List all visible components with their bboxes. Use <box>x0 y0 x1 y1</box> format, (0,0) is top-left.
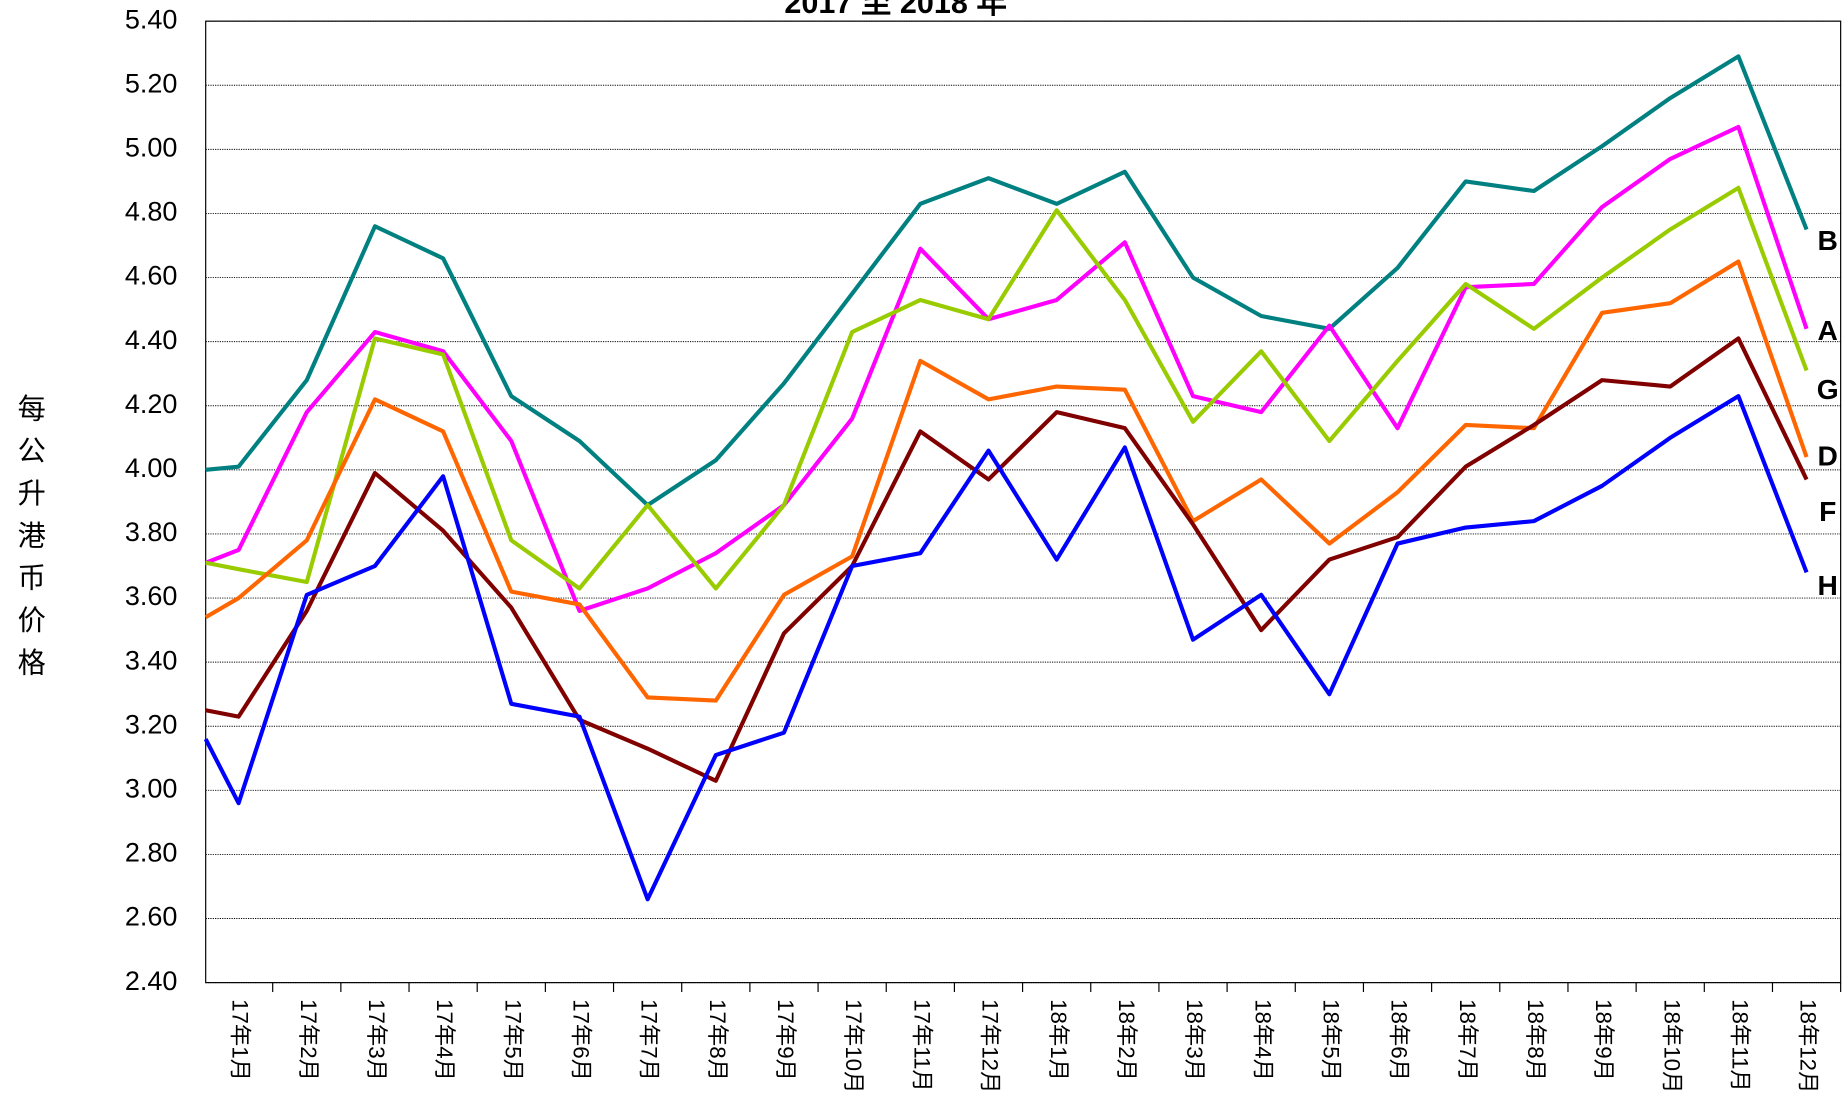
y-tick-label: 3.40 <box>125 645 178 675</box>
x-tick-label: 17年12月 <box>978 999 1003 1093</box>
x-tick-label: 18年6月 <box>1387 999 1412 1081</box>
x-tick-label: 18年4月 <box>1250 999 1275 1081</box>
y-tick-label: 2.40 <box>125 966 178 996</box>
y-tick-label: 4.20 <box>125 389 178 419</box>
x-tick-label: 17年6月 <box>569 999 594 1081</box>
y-tick-label: 3.80 <box>125 517 178 547</box>
x-tick-label: 17年11月 <box>909 999 934 1092</box>
x-tick-label: 18年9月 <box>1591 999 1616 1081</box>
x-tick-label: 17年4月 <box>432 999 457 1081</box>
x-tick-label: 18年1月 <box>1046 999 1071 1081</box>
x-tick-label: 17年2月 <box>296 999 321 1081</box>
series-line <box>205 336 1809 783</box>
y-tick-label: 5.00 <box>125 133 178 163</box>
x-tick-label: 18年5月 <box>1318 999 1343 1081</box>
series-line <box>204 124 1809 613</box>
series-line <box>203 394 1809 902</box>
x-tick-label: 18年2月 <box>1114 999 1139 1081</box>
x-tick-label: 17年8月 <box>705 999 730 1081</box>
x-tick-label: 17年3月 <box>364 999 389 1081</box>
x-tick-label: 18年12月 <box>1796 999 1821 1093</box>
x-tick-label: 18年10月 <box>1659 999 1684 1093</box>
series-label: H <box>1818 569 1838 601</box>
x-tick-label: 17年9月 <box>773 999 798 1081</box>
y-tick-label: 4.80 <box>125 197 178 227</box>
series-label: B <box>1818 224 1838 256</box>
x-tick-label: 17年1月 <box>228 999 253 1081</box>
chart-title: 2017 至 2018 年 <box>784 0 1006 20</box>
x-tick-label: 17年7月 <box>637 999 662 1081</box>
y-tick-label: 3.20 <box>125 709 178 739</box>
series-label: F <box>1819 495 1836 527</box>
x-tick-label: 18年3月 <box>1182 999 1207 1081</box>
x-tick-label: 18年11月 <box>1727 999 1752 1092</box>
y-tick-label: 4.40 <box>125 325 178 355</box>
y-axis-label: 每公升港币价格 <box>18 393 46 679</box>
y-tick-label: 4.00 <box>125 453 178 483</box>
series-line <box>205 185 1809 591</box>
y-tick-label: 5.20 <box>125 68 178 98</box>
y-tick-label: 2.60 <box>125 902 178 932</box>
series-line <box>205 54 1809 508</box>
y-tick-label: 2.80 <box>125 838 178 868</box>
series-label: D <box>1818 440 1838 472</box>
y-tick-label: 3.00 <box>125 773 178 803</box>
y-tick-label: 4.60 <box>125 261 178 291</box>
series-label: G <box>1817 373 1839 405</box>
series-line <box>204 259 1809 703</box>
x-tick-label: 18年8月 <box>1523 999 1548 1081</box>
y-tick-label: 3.60 <box>125 581 178 611</box>
x-tick-label: 18年7月 <box>1455 999 1480 1081</box>
x-tick-label: 17年5月 <box>500 999 525 1081</box>
series-label: A <box>1818 314 1838 346</box>
y-tick-label: 5.40 <box>125 4 178 34</box>
x-tick-label: 17年10月 <box>841 999 866 1093</box>
